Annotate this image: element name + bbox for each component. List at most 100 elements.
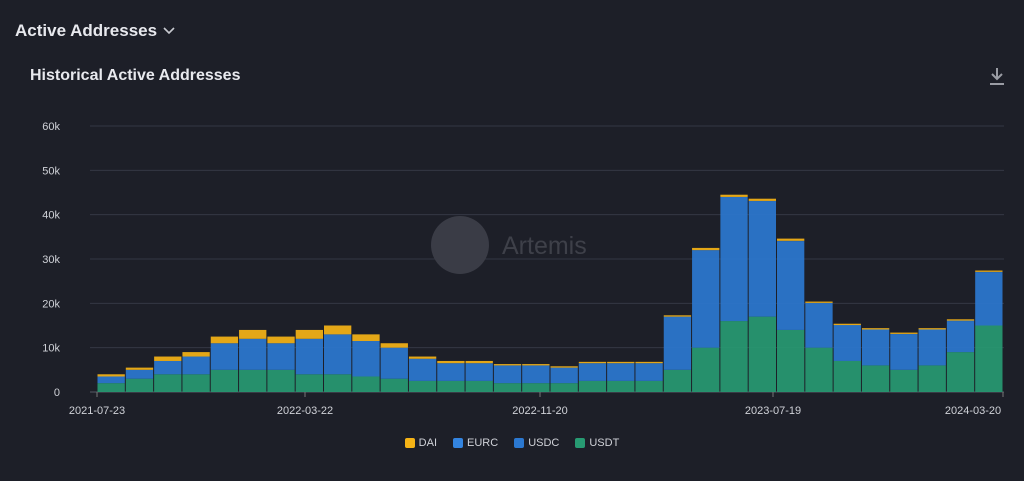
bar-dai[interactable] [267,336,295,344]
bar-usdc[interactable] [182,356,210,375]
bar-usdt[interactable] [946,352,975,392]
bar-usdc[interactable] [692,250,720,348]
bar-dai[interactable] [352,334,380,342]
bar-usdt[interactable] [267,369,295,392]
bar-usdt[interactable] [890,369,918,392]
bar-usdt[interactable] [833,360,861,392]
bar-usdt[interactable] [607,380,635,392]
legend-item-usdc[interactable]: USDC [514,437,559,449]
bar-usdt[interactable] [465,380,493,392]
bar-usdc[interactable] [663,316,692,370]
bar-usdt[interactable] [692,347,720,392]
bar-usdt[interactable] [125,378,154,392]
bar-usdc[interactable] [408,358,437,381]
legend-item-usdt[interactable]: USDT [575,437,619,449]
download-icon[interactable] [988,66,1006,86]
bar-dai[interactable] [437,360,465,364]
bar-dai[interactable] [748,198,776,201]
bar-usdt[interactable] [437,380,465,392]
bar-dai[interactable] [408,356,437,359]
bar-usdt[interactable] [239,369,267,392]
bar-usdc[interactable] [550,367,578,384]
bar-usdt[interactable] [975,325,1003,393]
legend-item-eurc[interactable]: EURC [453,437,498,449]
bar-usdc[interactable] [352,341,380,377]
bar-dai[interactable] [578,361,607,364]
bar-usdt[interactable] [635,380,663,392]
bar-usdc[interactable] [324,334,352,375]
bar-usdc[interactable] [97,376,125,384]
bar-usdt[interactable] [352,376,380,392]
bar-dai[interactable] [465,360,493,364]
bar-dai[interactable] [522,364,550,366]
bar-dai[interactable] [493,364,522,366]
bar-dai[interactable] [946,319,975,321]
bar-dai[interactable] [720,194,748,197]
bar-usdt[interactable] [380,378,408,392]
bar-dai[interactable] [777,238,805,241]
bar-usdt[interactable] [522,383,550,392]
bar-usdc[interactable] [720,196,748,322]
legend-item-dai[interactable]: DAI [404,437,437,449]
bar-usdt[interactable] [97,383,125,392]
bar-dai[interactable] [607,361,635,364]
bar-usdt[interactable] [324,374,352,392]
bar-usdt[interactable] [408,380,437,392]
bar-usdc[interactable] [748,201,776,317]
bar-usdc[interactable] [267,343,295,370]
bar-usdc[interactable] [890,334,918,370]
bar-usdt[interactable] [493,383,522,392]
bar-dai[interactable] [918,328,946,330]
bar-dai[interactable] [97,374,125,377]
bar-usdc[interactable] [493,365,522,384]
bar-usdc[interactable] [295,338,323,375]
bar-usdc[interactable] [777,241,805,330]
bar-usdt[interactable] [918,365,946,392]
bar-dai[interactable] [154,356,182,361]
bar-dai[interactable] [861,328,890,330]
bar-usdc[interactable] [635,363,663,381]
bar-usdt[interactable] [748,316,776,392]
bar-dai[interactable] [324,325,352,335]
bar-usdt[interactable] [182,374,210,392]
bar-usdc[interactable] [578,363,607,381]
metric-dropdown[interactable]: Active Addresses [15,21,175,41]
bar-usdt[interactable] [550,383,578,392]
bar-dai[interactable] [239,329,267,339]
bar-usdc[interactable] [437,363,465,381]
bar-dai[interactable] [663,315,692,317]
bar-dai[interactable] [833,323,861,326]
bar-usdc[interactable] [239,338,267,370]
bar-dai[interactable] [890,332,918,334]
bar-dai[interactable] [182,352,210,357]
bar-usdt[interactable] [663,369,692,392]
bar-dai[interactable] [805,301,833,303]
bar-dai[interactable] [380,343,408,348]
bar-dai[interactable] [692,247,720,251]
bar-usdc[interactable] [946,321,975,353]
bar-dai[interactable] [295,329,323,339]
bar-usdt[interactable] [154,374,182,392]
bar-usdc[interactable] [918,329,946,366]
bar-usdc[interactable] [975,272,1003,326]
bar-usdt[interactable] [720,321,748,392]
bar-usdc[interactable] [125,369,154,379]
bar-usdc[interactable] [210,343,239,370]
bar-usdc[interactable] [380,347,408,379]
bar-usdt[interactable] [777,329,805,392]
bar-dai[interactable] [125,367,154,370]
bar-usdc[interactable] [522,365,550,384]
bar-dai[interactable] [210,336,239,344]
bar-dai[interactable] [975,270,1003,272]
bar-usdc[interactable] [805,303,833,348]
bar-usdc[interactable] [861,329,890,366]
bar-usdt[interactable] [805,347,833,392]
bar-usdt[interactable] [861,365,890,392]
bar-usdc[interactable] [833,325,861,361]
bar-dai[interactable] [550,366,578,368]
bar-usdc[interactable] [465,363,493,381]
bar-usdc[interactable] [154,360,182,375]
bar-usdt[interactable] [578,380,607,392]
bar-usdt[interactable] [295,374,323,392]
bar-usdc[interactable] [607,363,635,381]
